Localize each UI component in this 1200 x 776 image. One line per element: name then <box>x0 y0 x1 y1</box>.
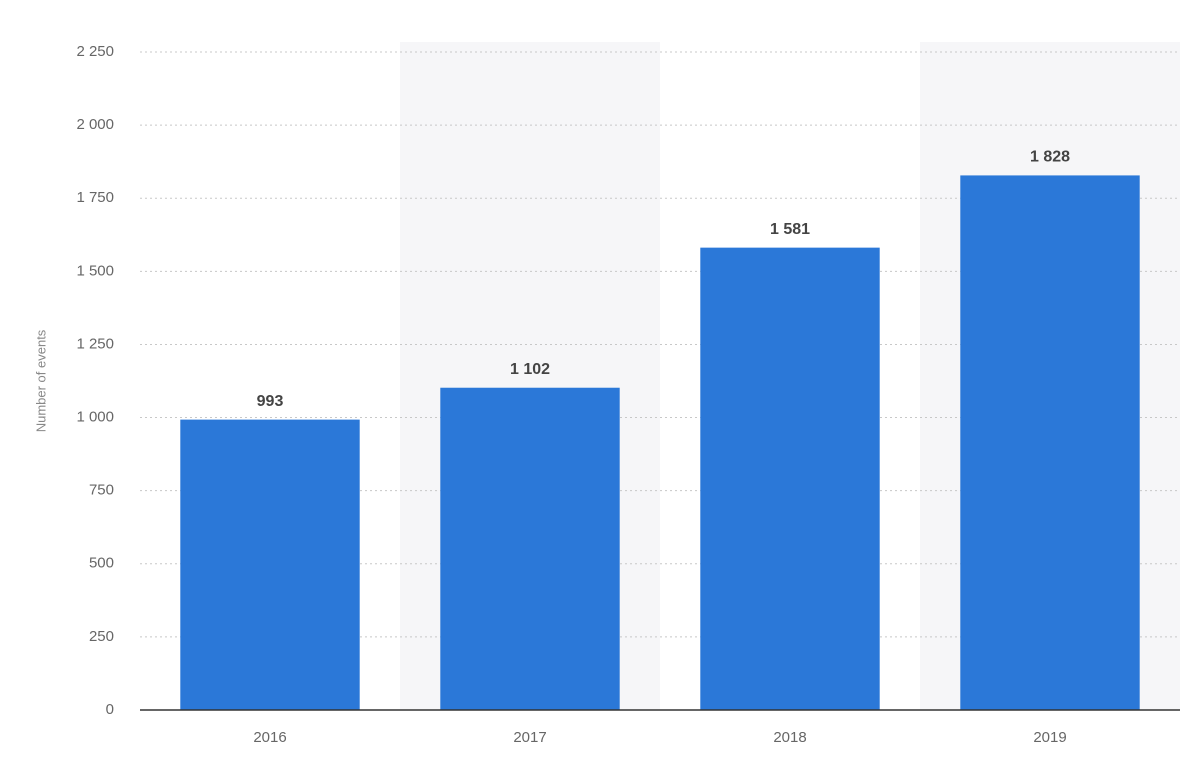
y-tick-label: 250 <box>89 628 114 645</box>
x-tick-label: 2016 <box>253 729 286 746</box>
y-tick-label: 0 <box>106 701 114 718</box>
y-tick-label: 500 <box>89 555 114 572</box>
y-tick-label: 1 750 <box>76 189 114 206</box>
y-tick-label: 2 000 <box>76 116 114 133</box>
bar <box>960 175 1140 710</box>
value-label: 1 102 <box>510 361 550 378</box>
x-tick-label: 2018 <box>773 729 806 746</box>
y-tick-label: 1 000 <box>76 409 114 426</box>
y-tick-label: 1 500 <box>76 262 114 279</box>
value-label: 1 581 <box>770 221 810 238</box>
bar <box>700 247 880 711</box>
x-tick-label: 2017 <box>513 729 546 746</box>
value-label: 1 828 <box>1030 149 1070 166</box>
value-label: 993 <box>257 393 284 410</box>
y-tick-label: 2 250 <box>76 43 114 60</box>
bar <box>440 387 620 710</box>
y-tick-label: 750 <box>89 482 114 499</box>
y-tick-label: 1 250 <box>76 335 114 352</box>
x-tick-label: 2019 <box>1033 729 1066 746</box>
y-axis-label: Number of events <box>33 329 48 432</box>
bar <box>180 419 360 710</box>
